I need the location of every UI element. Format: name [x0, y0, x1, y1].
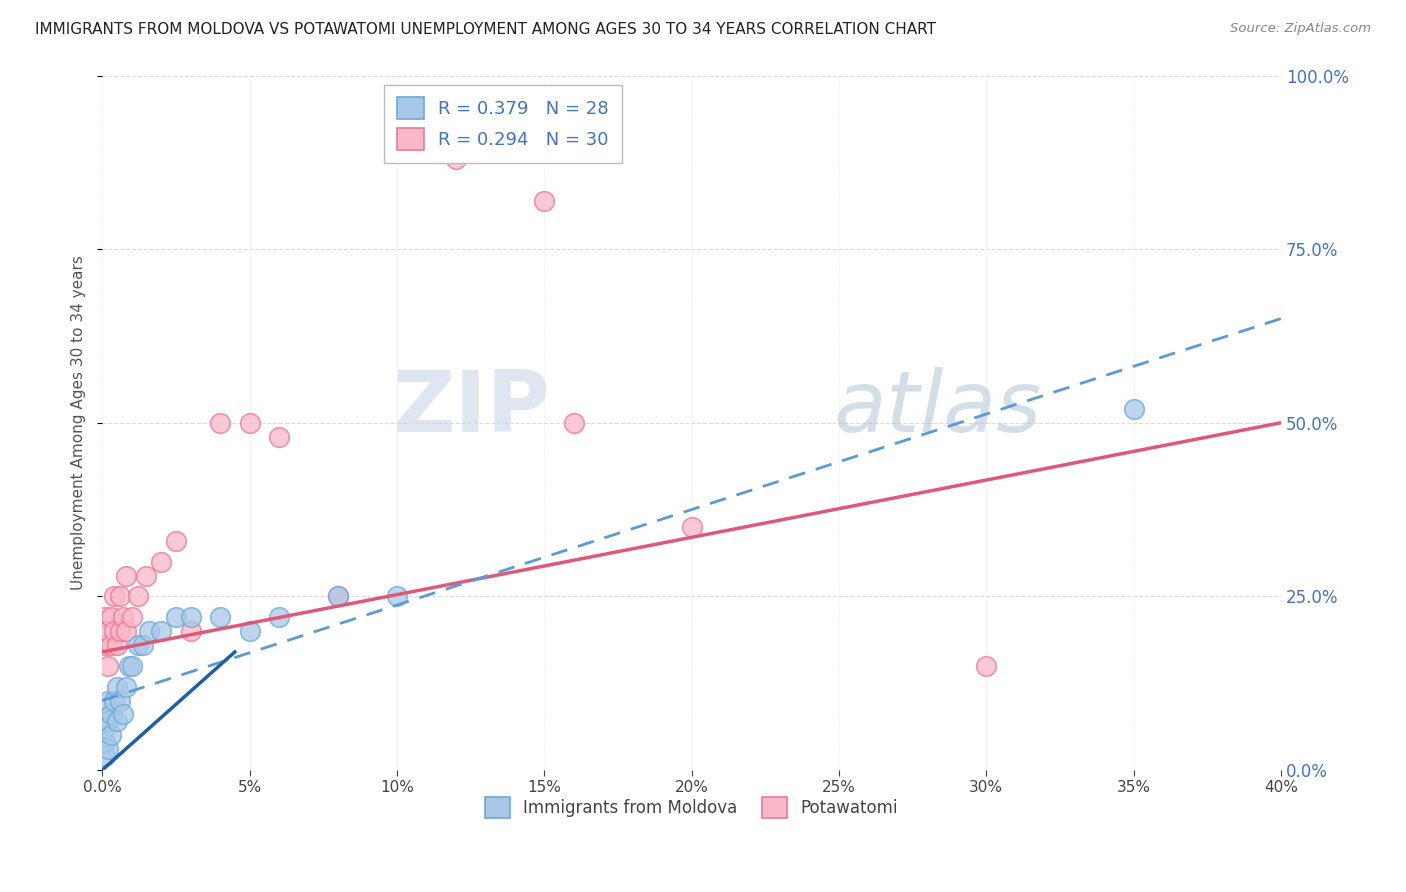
Point — [326, 590, 349, 604]
Point — [114, 680, 136, 694]
Point — [121, 658, 143, 673]
Point — [105, 714, 128, 729]
Point — [97, 693, 120, 707]
Point — [100, 610, 122, 624]
Point — [94, 638, 117, 652]
Point — [100, 707, 122, 722]
Point — [97, 742, 120, 756]
Point — [121, 610, 143, 624]
Point — [135, 568, 157, 582]
Text: atlas: atlas — [832, 368, 1040, 450]
Point — [111, 707, 134, 722]
Point — [209, 610, 232, 624]
Point — [127, 638, 149, 652]
Point — [118, 658, 141, 673]
Point — [138, 624, 160, 639]
Point — [103, 693, 125, 707]
Point — [1329, 416, 1351, 430]
Point — [238, 624, 260, 639]
Point — [267, 430, 290, 444]
Point — [103, 590, 125, 604]
Point — [105, 638, 128, 652]
Text: IMMIGRANTS FROM MOLDOVA VS POTAWATOMI UNEMPLOYMENT AMONG AGES 30 TO 34 YEARS COR: IMMIGRANTS FROM MOLDOVA VS POTAWATOMI UN… — [35, 22, 936, 37]
Point — [94, 735, 117, 749]
Point — [150, 555, 173, 569]
Text: Source: ZipAtlas.com: Source: ZipAtlas.com — [1230, 22, 1371, 36]
Point — [385, 590, 408, 604]
Point — [97, 714, 120, 729]
Point — [180, 610, 202, 624]
Point — [267, 610, 290, 624]
Point — [681, 520, 703, 534]
Point — [180, 624, 202, 639]
Point — [100, 728, 122, 742]
Point — [974, 658, 997, 673]
Point — [100, 638, 122, 652]
Point — [111, 610, 134, 624]
Point — [108, 590, 131, 604]
Point — [108, 693, 131, 707]
Point — [165, 533, 187, 548]
Point — [94, 610, 117, 624]
Point — [165, 610, 187, 624]
Point — [105, 680, 128, 694]
Point — [238, 416, 260, 430]
Legend: Immigrants from Moldova, Potawatomi: Immigrants from Moldova, Potawatomi — [478, 790, 905, 824]
Point — [132, 638, 155, 652]
Point — [444, 152, 467, 166]
Point — [209, 416, 232, 430]
Point — [533, 194, 555, 208]
Point — [562, 416, 585, 430]
Text: ZIP: ZIP — [392, 368, 550, 450]
Point — [150, 624, 173, 639]
Point — [103, 624, 125, 639]
Point — [114, 568, 136, 582]
Point — [108, 624, 131, 639]
Point — [114, 624, 136, 639]
Point — [97, 624, 120, 639]
Point — [1122, 401, 1144, 416]
Point — [326, 590, 349, 604]
Point — [94, 749, 117, 764]
Point — [97, 658, 120, 673]
Point — [127, 590, 149, 604]
Point — [94, 722, 117, 736]
Y-axis label: Unemployment Among Ages 30 to 34 years: Unemployment Among Ages 30 to 34 years — [72, 255, 86, 591]
